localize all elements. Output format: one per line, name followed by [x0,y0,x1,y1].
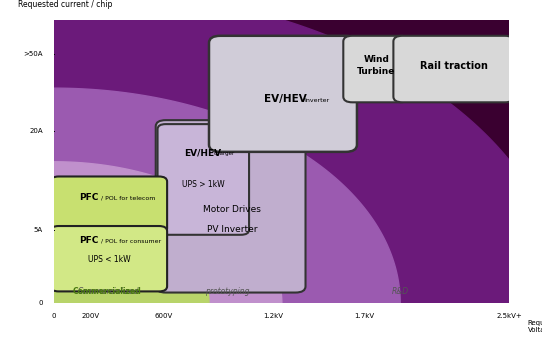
Text: PFC: PFC [79,236,99,245]
Text: Rail traction: Rail traction [420,61,488,70]
FancyBboxPatch shape [393,36,514,102]
Text: 0: 0 [52,313,56,319]
FancyBboxPatch shape [50,177,167,234]
Text: / POL for telecom: / POL for telecom [101,195,156,200]
Text: >50A: >50A [23,51,43,57]
Text: / POL for consumer: / POL for consumer [101,239,161,244]
FancyBboxPatch shape [343,36,409,102]
Text: 5A: 5A [34,227,43,233]
Polygon shape [54,207,209,303]
FancyBboxPatch shape [156,120,306,293]
Polygon shape [54,0,542,303]
Text: PFC: PFC [79,193,99,202]
Text: 0: 0 [38,300,43,306]
Text: 200V: 200V [81,313,100,319]
FancyBboxPatch shape [209,36,357,152]
Polygon shape [54,162,282,303]
Text: 20A: 20A [29,128,43,134]
Text: Motor Drives: Motor Drives [203,205,261,214]
Text: 1.2kV: 1.2kV [263,313,283,319]
Text: charger: charger [214,151,235,156]
Text: PV Inverter: PV Inverter [207,225,257,234]
Text: Commercialized: Commercialized [72,287,141,296]
Text: Wind
Turbine: Wind Turbine [357,56,396,75]
Text: 1.7kV: 1.7kV [354,313,374,319]
Text: Inverter: Inverter [305,97,330,102]
Polygon shape [54,0,542,303]
Text: Requested current / chip: Requested current / chip [18,0,112,9]
Text: EV/HEV: EV/HEV [263,94,306,104]
FancyBboxPatch shape [50,226,167,292]
Polygon shape [54,88,400,303]
Text: 2.5kV+: 2.5kV+ [496,313,522,319]
Text: EV/HEV: EV/HEV [184,149,221,158]
Text: Commercialized: Commercialized [78,287,140,296]
Text: UPS > 1kW: UPS > 1kW [182,180,225,189]
Text: UPS < 1kW: UPS < 1kW [87,255,130,264]
Text: prototyping: prototyping [205,287,249,296]
Text: Requested
Voltage: Requested Voltage [528,320,542,333]
FancyBboxPatch shape [158,124,249,235]
Text: R&D: R&D [392,287,409,296]
Text: 600V: 600V [154,313,172,319]
